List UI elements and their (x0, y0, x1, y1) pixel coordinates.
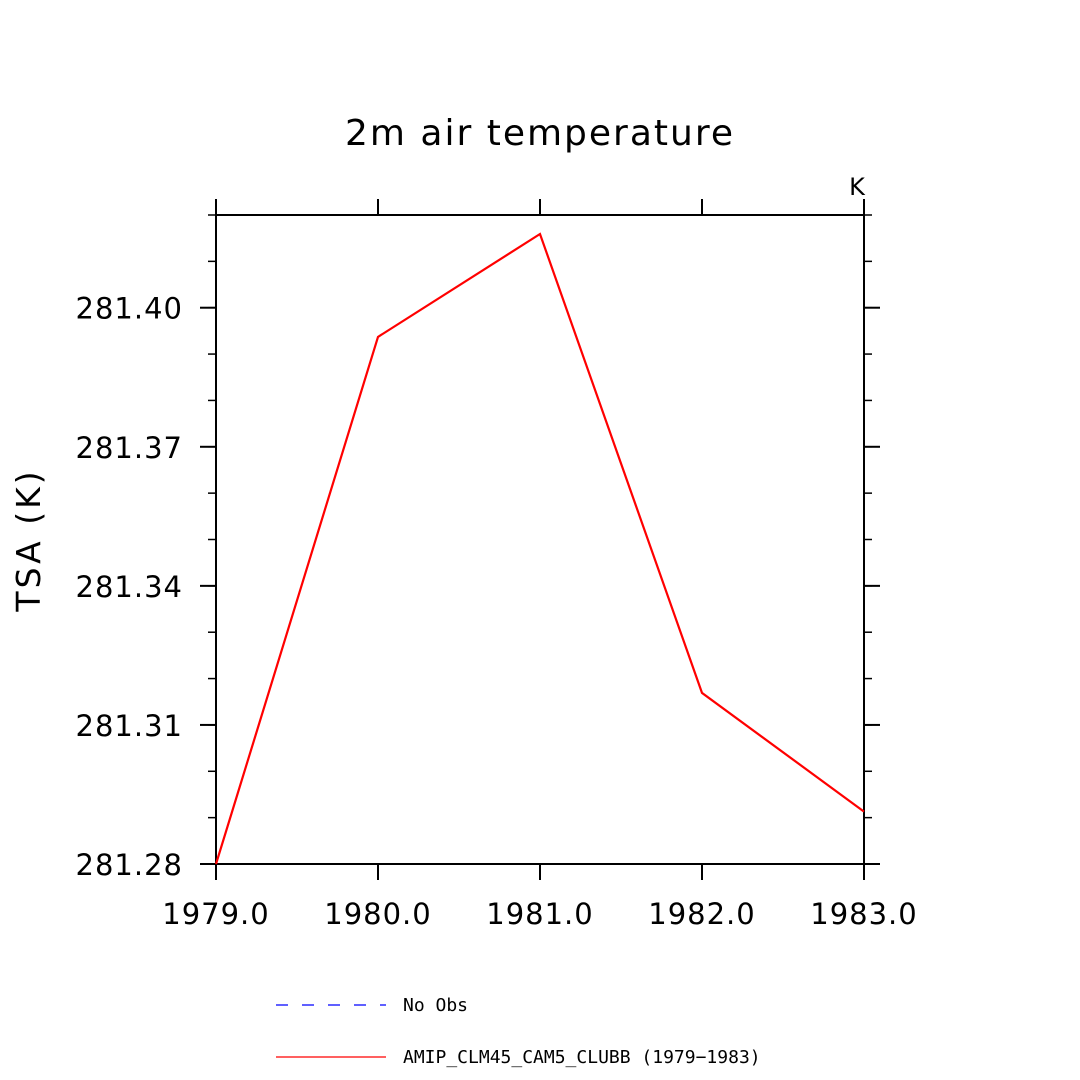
legend-label: No Obs (403, 995, 468, 1016)
x-tick-label: 1982.0 (648, 897, 755, 931)
legend-label: AMIP_CLM45_CAM5_CLUBB (1979−1983) (403, 1047, 761, 1068)
y-tick-label: 281.40 (76, 292, 183, 326)
series-line (214, 232, 865, 865)
y-tick-label: 281.28 (76, 848, 183, 882)
chart-title: 2m air temperature (345, 113, 735, 154)
x-tick-label: 1981.0 (486, 897, 593, 931)
plot-frame (215, 214, 865, 865)
x-tick-label: 1979.0 (162, 897, 269, 931)
y-tick-label: 281.31 (76, 709, 183, 743)
series-layer (214, 232, 865, 865)
x-tick-label: 1980.0 (324, 897, 431, 931)
y-axis-label: TSA (K) (9, 468, 48, 612)
x-tick-label: 1983.0 (810, 897, 917, 931)
legend: No Obs AMIP_CLM45_CAM5_CLUBB (1979−1983) (276, 995, 761, 1068)
units-label: K (849, 173, 866, 201)
plot-axes: 1979.0 1980.0 1981.0 1982.0 1983.0 281.28 281.… (76, 199, 917, 931)
y-tick-label: 281.34 (76, 570, 183, 604)
y-tick-label: 281.37 (76, 431, 183, 465)
